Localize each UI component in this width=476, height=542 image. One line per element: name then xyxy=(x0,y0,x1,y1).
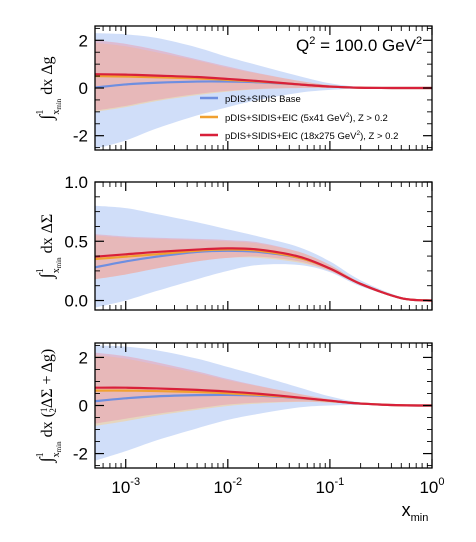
xtick-label-4: 100 xyxy=(419,476,444,497)
panel-3-plot-area xyxy=(95,345,432,461)
panel-2-line-3 xyxy=(95,247,432,302)
legend-label-1: pDIS+SIDIS Base xyxy=(225,94,301,105)
panel-2-ytick-label: 0.5 xyxy=(64,232,88,251)
panel-3-ytick-label: -2 xyxy=(73,445,88,464)
x-axis-label: xmin xyxy=(402,500,429,524)
legend-label-3: pDIS+SIDIS+EIC (18x275 GeV2), Z > 0.2 xyxy=(225,130,398,142)
panel-2: 0.0 0.5 1.0 ∫1 xmin dx ΔΣ xyxy=(35,173,433,311)
legend-label-2: pDIS+SIDIS+EIC (5x41 GeV2), Z > 0.2 xyxy=(225,112,388,124)
panel-1-line-3 xyxy=(95,73,432,90)
panel-2-ytick-label: 1.0 xyxy=(64,173,88,192)
panel-1: -2 0 2 ∫1 xmin dx Δg Q2 = 100.0 GeV2 pDIS+SIDI… xyxy=(35,25,433,151)
panel-3-ylabel: ∫1 xmin dx (12ΔΣ + Δg) xyxy=(35,349,63,464)
panel-2-frame xyxy=(94,181,433,311)
panel-1-ytick-label: -2 xyxy=(73,127,88,146)
legend: pDIS+SIDIS Base pDIS+SIDIS+EIC (5x41 GeV2… xyxy=(200,94,398,142)
xtick-label-3: 10-1 xyxy=(316,476,345,497)
panel-1-band-3 xyxy=(95,40,432,111)
panel-1-ylabel: ∫1 xmin dx Δg xyxy=(35,56,63,120)
panel-1-ytick-label: 0 xyxy=(79,79,88,98)
panel-3: -2 0 2 ∫1 xmin dx (12ΔΣ + Δg) 10-3 10-2 10-1 100… xyxy=(35,342,445,524)
panel-3-band-3 xyxy=(95,352,432,424)
q2-annotation: Q2 = 100.0 GeV2 xyxy=(296,35,422,55)
panel-1-plot-area xyxy=(95,33,432,149)
panel-2-ylabel: ∫1 xmin dx ΔΣ xyxy=(35,214,63,279)
xtick-label-2: 10-2 xyxy=(213,476,242,497)
panel-1-ytick-label: 2 xyxy=(79,31,88,50)
panel-3-line-3 xyxy=(95,386,432,407)
panel-2-plot-area xyxy=(95,205,432,308)
panel-3-ytick-label: 2 xyxy=(79,348,88,367)
xtick-label-1: 10-3 xyxy=(111,476,140,497)
panel-2-ytick-label: 0.0 xyxy=(64,292,88,311)
panel-3-ytick-label: 0 xyxy=(79,397,88,416)
